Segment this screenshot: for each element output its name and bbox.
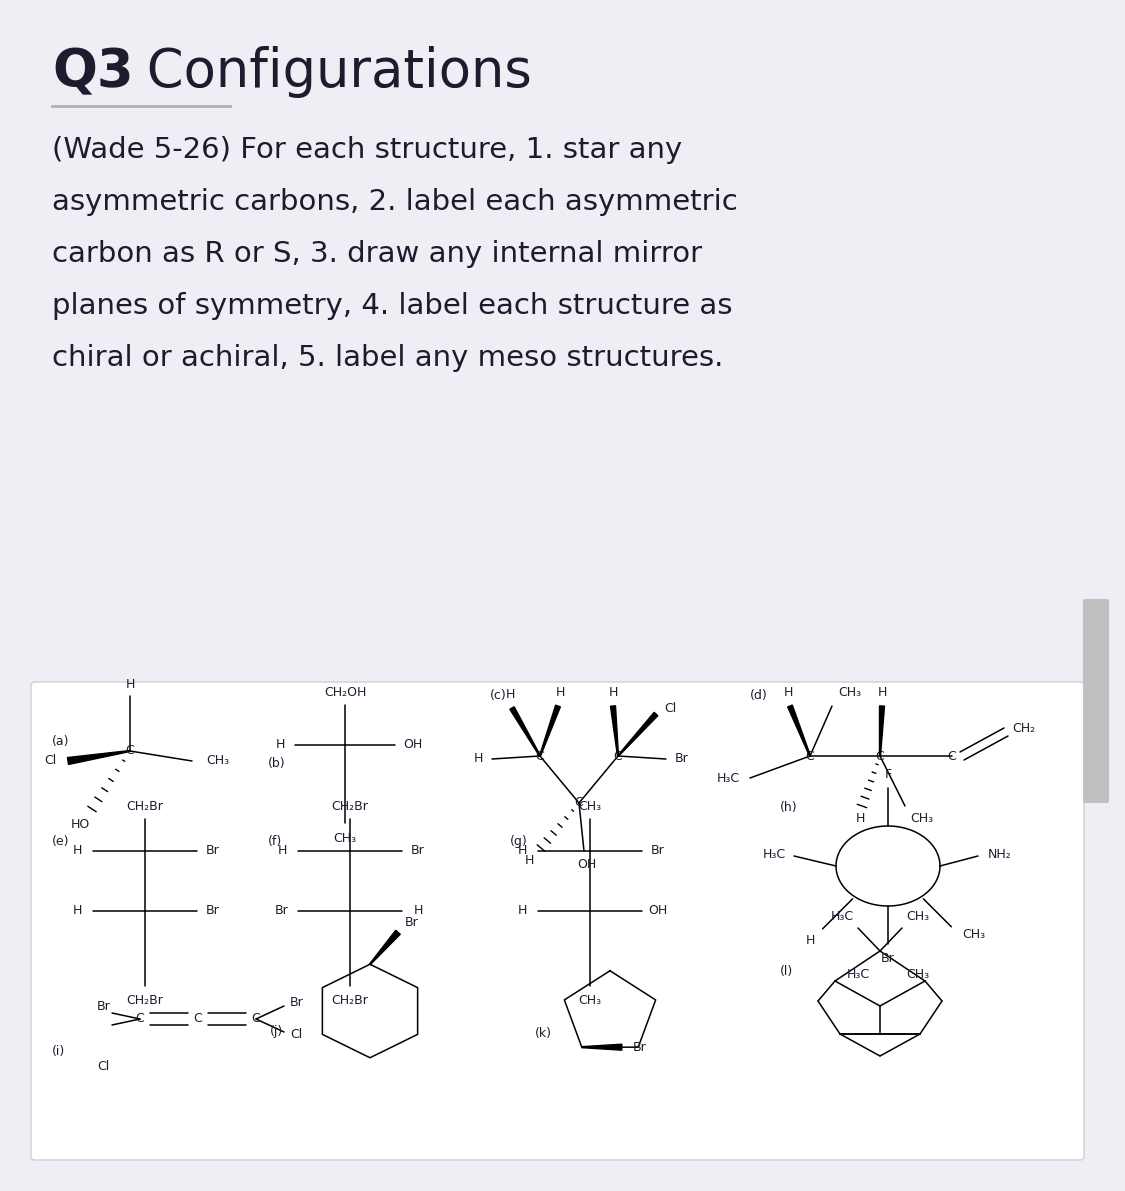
- Text: HO: HO: [71, 817, 90, 830]
- Text: planes of symmetry, 4. label each structure as: planes of symmetry, 4. label each struct…: [52, 292, 732, 320]
- Text: H: H: [505, 687, 515, 700]
- Text: CH₃: CH₃: [907, 910, 929, 923]
- Text: Cl: Cl: [98, 1060, 110, 1073]
- Text: (l): (l): [780, 965, 793, 978]
- Text: H: H: [878, 686, 886, 699]
- Polygon shape: [582, 1045, 622, 1050]
- Text: Br: Br: [405, 916, 418, 929]
- Text: H₃C: H₃C: [717, 772, 739, 785]
- FancyBboxPatch shape: [1083, 599, 1109, 803]
- Text: OH: OH: [404, 738, 423, 752]
- Polygon shape: [370, 930, 400, 965]
- Polygon shape: [540, 705, 560, 756]
- Text: (b): (b): [268, 756, 286, 769]
- Text: (f): (f): [268, 835, 282, 848]
- Text: Br: Br: [206, 844, 219, 858]
- Polygon shape: [788, 705, 810, 756]
- Text: (d): (d): [750, 690, 767, 703]
- Text: CH₃: CH₃: [910, 812, 934, 825]
- Text: CH₂Br: CH₂Br: [126, 994, 163, 1008]
- FancyBboxPatch shape: [32, 682, 1084, 1160]
- Text: chiral or achiral, 5. label any meso structures.: chiral or achiral, 5. label any meso str…: [52, 344, 723, 372]
- Text: (h): (h): [780, 802, 798, 815]
- Text: H: H: [72, 844, 82, 858]
- Text: (a): (a): [52, 735, 70, 748]
- Polygon shape: [611, 706, 619, 756]
- Text: H: H: [609, 686, 618, 699]
- Text: (e): (e): [52, 835, 70, 848]
- Text: CH₃: CH₃: [333, 831, 357, 844]
- Text: Br: Br: [675, 753, 688, 766]
- Text: H: H: [783, 686, 793, 699]
- Text: CH₃: CH₃: [578, 994, 602, 1008]
- Text: F: F: [884, 767, 892, 780]
- Text: H: H: [855, 812, 865, 825]
- Text: Configurations: Configurations: [130, 46, 532, 98]
- Text: OH: OH: [648, 904, 667, 917]
- Text: C: C: [136, 1012, 144, 1025]
- Text: CH₃: CH₃: [578, 799, 602, 812]
- Text: C: C: [947, 749, 956, 762]
- Text: Br: Br: [651, 844, 665, 858]
- Text: (g): (g): [510, 835, 528, 848]
- Text: H: H: [413, 904, 423, 917]
- Text: Br: Br: [411, 844, 425, 858]
- Text: H: H: [72, 904, 82, 917]
- Text: Br: Br: [881, 952, 894, 965]
- Text: H₃C: H₃C: [830, 910, 854, 923]
- Text: Br: Br: [633, 1041, 647, 1054]
- Text: asymmetric carbons, 2. label each asymmetric: asymmetric carbons, 2. label each asymme…: [52, 188, 738, 216]
- Text: CH₃: CH₃: [207, 755, 230, 767]
- Text: Br: Br: [97, 999, 110, 1012]
- Text: Cl: Cl: [664, 701, 676, 715]
- Text: (j): (j): [270, 1024, 284, 1037]
- Text: H: H: [518, 904, 526, 917]
- Text: C: C: [806, 749, 814, 762]
- Text: H₃C: H₃C: [763, 848, 785, 861]
- Text: Br: Br: [290, 997, 304, 1010]
- Text: CH₂Br: CH₂Br: [332, 799, 369, 812]
- Polygon shape: [68, 750, 130, 765]
- Text: Cl: Cl: [290, 1029, 303, 1041]
- Text: (i): (i): [52, 1045, 65, 1058]
- Text: Cl: Cl: [44, 755, 56, 767]
- Text: C: C: [575, 797, 584, 810]
- Text: C: C: [126, 744, 134, 757]
- Text: C: C: [613, 749, 622, 762]
- Polygon shape: [618, 712, 658, 756]
- Text: H: H: [524, 854, 533, 867]
- Text: OH: OH: [577, 859, 596, 872]
- Text: H: H: [474, 753, 483, 766]
- Text: CH₃: CH₃: [838, 686, 862, 699]
- Text: Q3: Q3: [52, 46, 134, 98]
- Text: C: C: [875, 749, 884, 762]
- Text: CH₃: CH₃: [907, 967, 929, 980]
- Text: H₃C: H₃C: [846, 967, 870, 980]
- Text: C: C: [536, 749, 544, 762]
- Text: H: H: [276, 738, 285, 752]
- Text: H: H: [806, 934, 816, 947]
- Text: C: C: [193, 1012, 202, 1025]
- Text: H: H: [278, 844, 287, 858]
- Text: CH₂Br: CH₂Br: [126, 799, 163, 812]
- Text: carbon as R or S, 3. draw any internal mirror: carbon as R or S, 3. draw any internal m…: [52, 241, 702, 268]
- Text: Br: Br: [276, 904, 289, 917]
- Text: NH₂: NH₂: [988, 848, 1011, 861]
- Text: (k): (k): [536, 1027, 552, 1040]
- Polygon shape: [510, 706, 540, 756]
- Text: H: H: [125, 678, 135, 691]
- Text: C: C: [252, 1012, 260, 1025]
- Text: CH₂Br: CH₂Br: [332, 994, 369, 1008]
- Text: H: H: [556, 686, 565, 699]
- Text: (Wade 5-26) For each structure, 1. star any: (Wade 5-26) For each structure, 1. star …: [52, 136, 682, 164]
- Text: CH₂OH: CH₂OH: [324, 686, 367, 699]
- Text: H: H: [518, 844, 526, 858]
- Text: (c): (c): [490, 690, 506, 703]
- Polygon shape: [880, 706, 884, 756]
- Text: CH₃: CH₃: [962, 928, 984, 941]
- Text: CH₂: CH₂: [1012, 722, 1036, 735]
- Text: Br: Br: [206, 904, 219, 917]
